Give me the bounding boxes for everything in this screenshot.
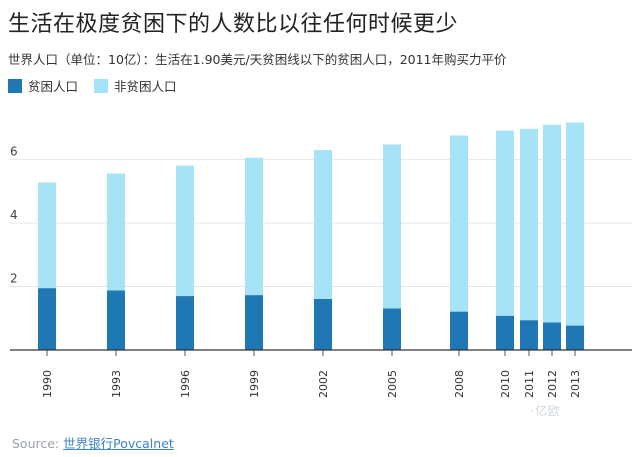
bar-poor bbox=[38, 288, 56, 350]
y-tick-label: 6 bbox=[10, 145, 18, 159]
legend-swatch-poor bbox=[8, 78, 22, 93]
x-tick-label: 2008 bbox=[453, 370, 466, 398]
chart-subtitle: 世界人口（单位：10亿）：生活在1.90美元/天贫困线以下的贫困人口，2011年… bbox=[8, 52, 507, 67]
bar-poor bbox=[450, 311, 468, 350]
x-tick-label: 2002 bbox=[317, 370, 330, 398]
bar-poor bbox=[314, 298, 332, 350]
bar-poor bbox=[245, 295, 263, 350]
x-tick-label: 1990 bbox=[41, 370, 54, 398]
chart-title: 生活在极度贫困下的人数比以往任何时候更少 bbox=[8, 12, 459, 37]
x-tick-label: 1999 bbox=[248, 370, 261, 398]
bar-poor bbox=[383, 308, 401, 350]
bar-poor bbox=[107, 290, 125, 350]
x-tick-label: 1996 bbox=[179, 370, 192, 398]
source-link[interactable]: 世界银行Povcalnet bbox=[63, 436, 174, 451]
legend-item-nonpoor: 非贫困人口 bbox=[94, 76, 177, 95]
source-label: Source: bbox=[12, 436, 64, 451]
y-tick-label: 4 bbox=[10, 208, 18, 222]
bar-nonpoor bbox=[107, 173, 125, 291]
x-tick-label: 2011 bbox=[523, 370, 536, 398]
bar-nonpoor bbox=[450, 135, 468, 312]
bar-nonpoor bbox=[496, 130, 514, 316]
x-tick-label: 2010 bbox=[499, 370, 512, 398]
legend: 贫困人口 非贫困人口 bbox=[8, 76, 193, 95]
x-tick-label: 2012 bbox=[546, 370, 559, 398]
bar-nonpoor bbox=[383, 144, 401, 309]
bar-poor bbox=[176, 296, 194, 350]
legend-label-poor: 贫困人口 bbox=[28, 79, 79, 94]
bar-nonpoor bbox=[566, 122, 584, 326]
legend-swatch-nonpoor bbox=[94, 78, 109, 93]
bar-nonpoor bbox=[38, 182, 56, 289]
bar-nonpoor bbox=[176, 165, 194, 297]
legend-item-poor: 贫困人口 bbox=[8, 76, 78, 95]
bar-nonpoor bbox=[520, 128, 538, 321]
x-tick-label: 2013 bbox=[569, 370, 582, 398]
bar-nonpoor bbox=[543, 124, 561, 323]
x-tick-label: 2005 bbox=[386, 370, 399, 398]
bar-poor bbox=[520, 320, 538, 350]
x-tick-label: 1993 bbox=[110, 370, 123, 398]
bar-poor bbox=[496, 315, 514, 350]
bar-poor bbox=[543, 322, 561, 350]
stacked-bar-chart: 2 4 6 1990 1993 1996 1999 2002 2005 2008 2010 2011 2… bbox=[10, 122, 632, 398]
bar-nonpoor bbox=[245, 157, 263, 296]
legend-label-nonpoor: 非贫困人口 bbox=[114, 79, 177, 94]
watermark: ·亿欧 bbox=[530, 404, 561, 418]
bar-poor bbox=[566, 325, 584, 350]
source-note: Source: 世界银行Povcalnet bbox=[12, 433, 174, 452]
bar-nonpoor bbox=[314, 150, 332, 299]
y-tick-label: 2 bbox=[10, 272, 18, 286]
